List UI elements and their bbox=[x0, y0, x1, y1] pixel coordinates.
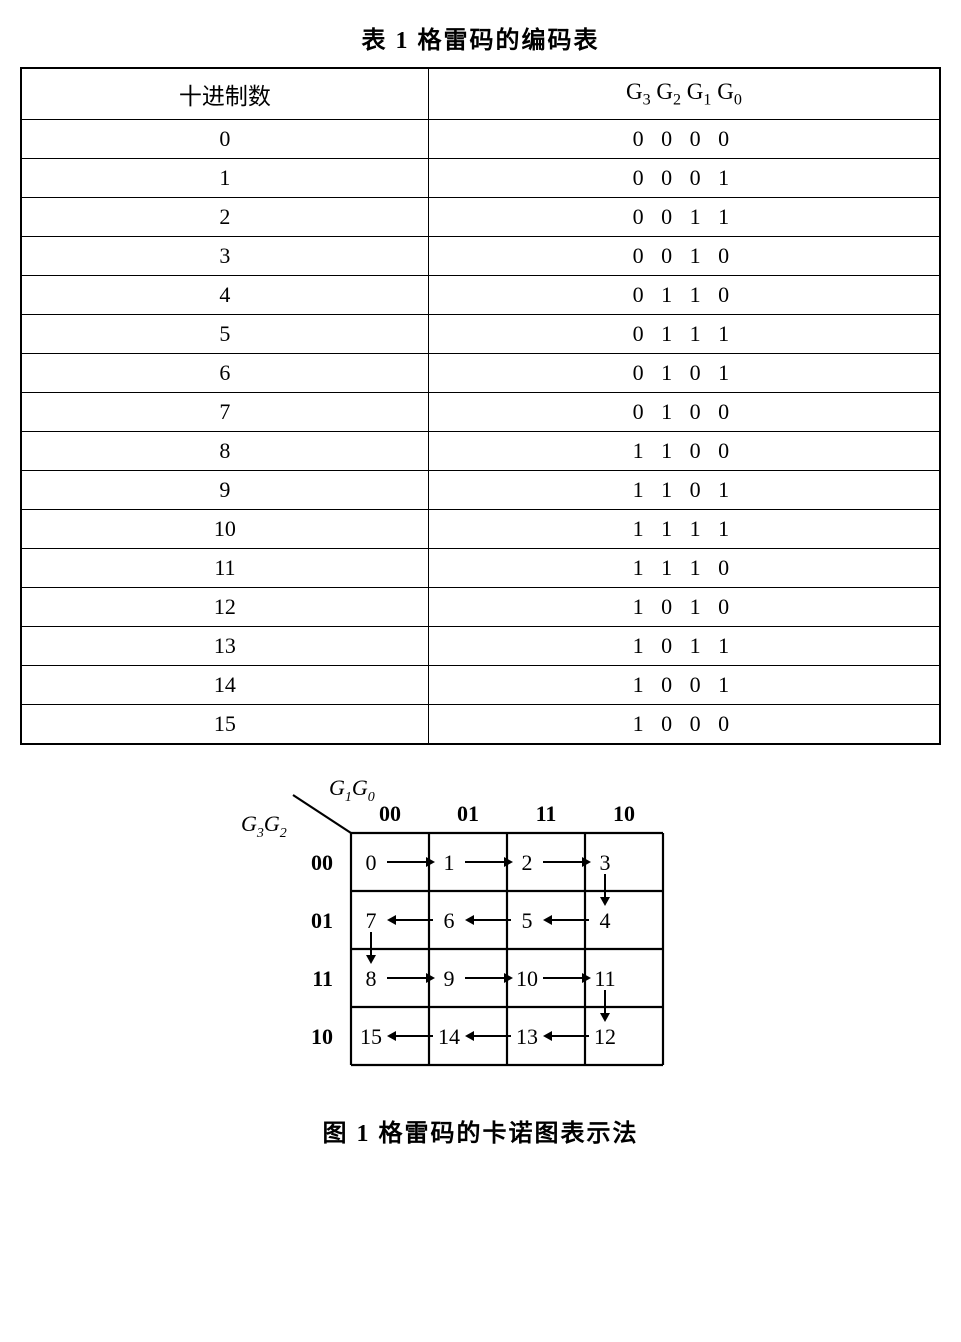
svg-text:0: 0 bbox=[365, 850, 376, 875]
gray-code-table: 十进制数 G3 G2 G1 G0 00 0 0 010 0 0 120 0 1 … bbox=[20, 67, 941, 745]
svg-text:G1G0: G1G0 bbox=[329, 775, 375, 805]
cell-decimal: 12 bbox=[21, 588, 428, 627]
svg-text:3: 3 bbox=[599, 850, 610, 875]
svg-text:10: 10 bbox=[311, 1024, 333, 1049]
cell-decimal: 13 bbox=[21, 627, 428, 666]
table-row: 141 0 0 1 bbox=[21, 666, 940, 705]
cell-code: 0 0 0 0 bbox=[428, 120, 940, 159]
svg-text:11: 11 bbox=[312, 966, 333, 991]
svg-text:10: 10 bbox=[613, 801, 635, 826]
table-row: 101 1 1 1 bbox=[21, 510, 940, 549]
table-row: 131 0 1 1 bbox=[21, 627, 940, 666]
kmap-caption: 图 1 格雷码的卡诺图表示法 bbox=[323, 1113, 639, 1148]
cell-code: 1 0 0 1 bbox=[428, 666, 940, 705]
cell-code: 0 0 1 0 bbox=[428, 237, 940, 276]
cell-decimal: 4 bbox=[21, 276, 428, 315]
cell-code: 0 1 0 1 bbox=[428, 354, 940, 393]
svg-text:13: 13 bbox=[516, 1024, 538, 1049]
table-row: 00 0 0 0 bbox=[21, 120, 940, 159]
cell-code: 0 1 1 0 bbox=[428, 276, 940, 315]
svg-text:8: 8 bbox=[365, 966, 376, 991]
karnaugh-map: G1G0G3G200011110000111100123765489101115… bbox=[231, 773, 731, 1103]
table-row: 91 1 0 1 bbox=[21, 471, 940, 510]
svg-text:00: 00 bbox=[311, 850, 333, 875]
cell-code: 0 0 1 1 bbox=[428, 198, 940, 237]
cell-code: 0 1 0 0 bbox=[428, 393, 940, 432]
svg-text:5: 5 bbox=[521, 908, 532, 933]
cell-decimal: 5 bbox=[21, 315, 428, 354]
col-code-header: G3 G2 G1 G0 bbox=[428, 68, 940, 120]
table-caption: 表 1 格雷码的编码表 bbox=[20, 20, 941, 55]
cell-decimal: 14 bbox=[21, 666, 428, 705]
svg-text:01: 01 bbox=[311, 908, 333, 933]
table-row: 40 1 1 0 bbox=[21, 276, 940, 315]
svg-text:15: 15 bbox=[360, 1024, 382, 1049]
cell-code: 1 0 1 1 bbox=[428, 627, 940, 666]
svg-text:00: 00 bbox=[379, 801, 401, 826]
cell-decimal: 7 bbox=[21, 393, 428, 432]
svg-text:6: 6 bbox=[443, 908, 454, 933]
cell-decimal: 0 bbox=[21, 120, 428, 159]
cell-decimal: 9 bbox=[21, 471, 428, 510]
svg-text:01: 01 bbox=[457, 801, 479, 826]
svg-text:G3G2: G3G2 bbox=[241, 811, 287, 841]
svg-text:10: 10 bbox=[516, 966, 538, 991]
col-decimal-header: 十进制数 bbox=[21, 68, 428, 120]
svg-text:7: 7 bbox=[365, 908, 376, 933]
cell-code: 1 0 0 0 bbox=[428, 705, 940, 745]
cell-code: 1 1 0 0 bbox=[428, 432, 940, 471]
table-row: 151 0 0 0 bbox=[21, 705, 940, 745]
table-row: 50 1 1 1 bbox=[21, 315, 940, 354]
cell-code: 1 1 0 1 bbox=[428, 471, 940, 510]
table-row: 81 1 0 0 bbox=[21, 432, 940, 471]
svg-text:14: 14 bbox=[438, 1024, 460, 1049]
table-row: 60 1 0 1 bbox=[21, 354, 940, 393]
table-row: 111 1 1 0 bbox=[21, 549, 940, 588]
table-row: 121 0 1 0 bbox=[21, 588, 940, 627]
svg-text:11: 11 bbox=[535, 801, 556, 826]
svg-text:1: 1 bbox=[443, 850, 454, 875]
svg-text:4: 4 bbox=[599, 908, 610, 933]
table-header-row: 十进制数 G3 G2 G1 G0 bbox=[21, 68, 940, 120]
table-body: 00 0 0 010 0 0 120 0 1 130 0 1 040 1 1 0… bbox=[21, 120, 940, 745]
cell-code: 1 0 1 0 bbox=[428, 588, 940, 627]
table-row: 70 1 0 0 bbox=[21, 393, 940, 432]
cell-decimal: 6 bbox=[21, 354, 428, 393]
cell-decimal: 3 bbox=[21, 237, 428, 276]
svg-text:11: 11 bbox=[594, 966, 615, 991]
cell-code: 1 1 1 0 bbox=[428, 549, 940, 588]
cell-decimal: 1 bbox=[21, 159, 428, 198]
table-row: 20 0 1 1 bbox=[21, 198, 940, 237]
svg-text:2: 2 bbox=[521, 850, 532, 875]
cell-decimal: 2 bbox=[21, 198, 428, 237]
cell-decimal: 11 bbox=[21, 549, 428, 588]
cell-code: 0 1 1 1 bbox=[428, 315, 940, 354]
table-row: 30 0 1 0 bbox=[21, 237, 940, 276]
cell-code: 0 0 0 1 bbox=[428, 159, 940, 198]
cell-code: 1 1 1 1 bbox=[428, 510, 940, 549]
cell-decimal: 15 bbox=[21, 705, 428, 745]
cell-decimal: 10 bbox=[21, 510, 428, 549]
svg-text:9: 9 bbox=[443, 966, 454, 991]
table-row: 10 0 0 1 bbox=[21, 159, 940, 198]
cell-decimal: 8 bbox=[21, 432, 428, 471]
svg-text:12: 12 bbox=[594, 1024, 616, 1049]
